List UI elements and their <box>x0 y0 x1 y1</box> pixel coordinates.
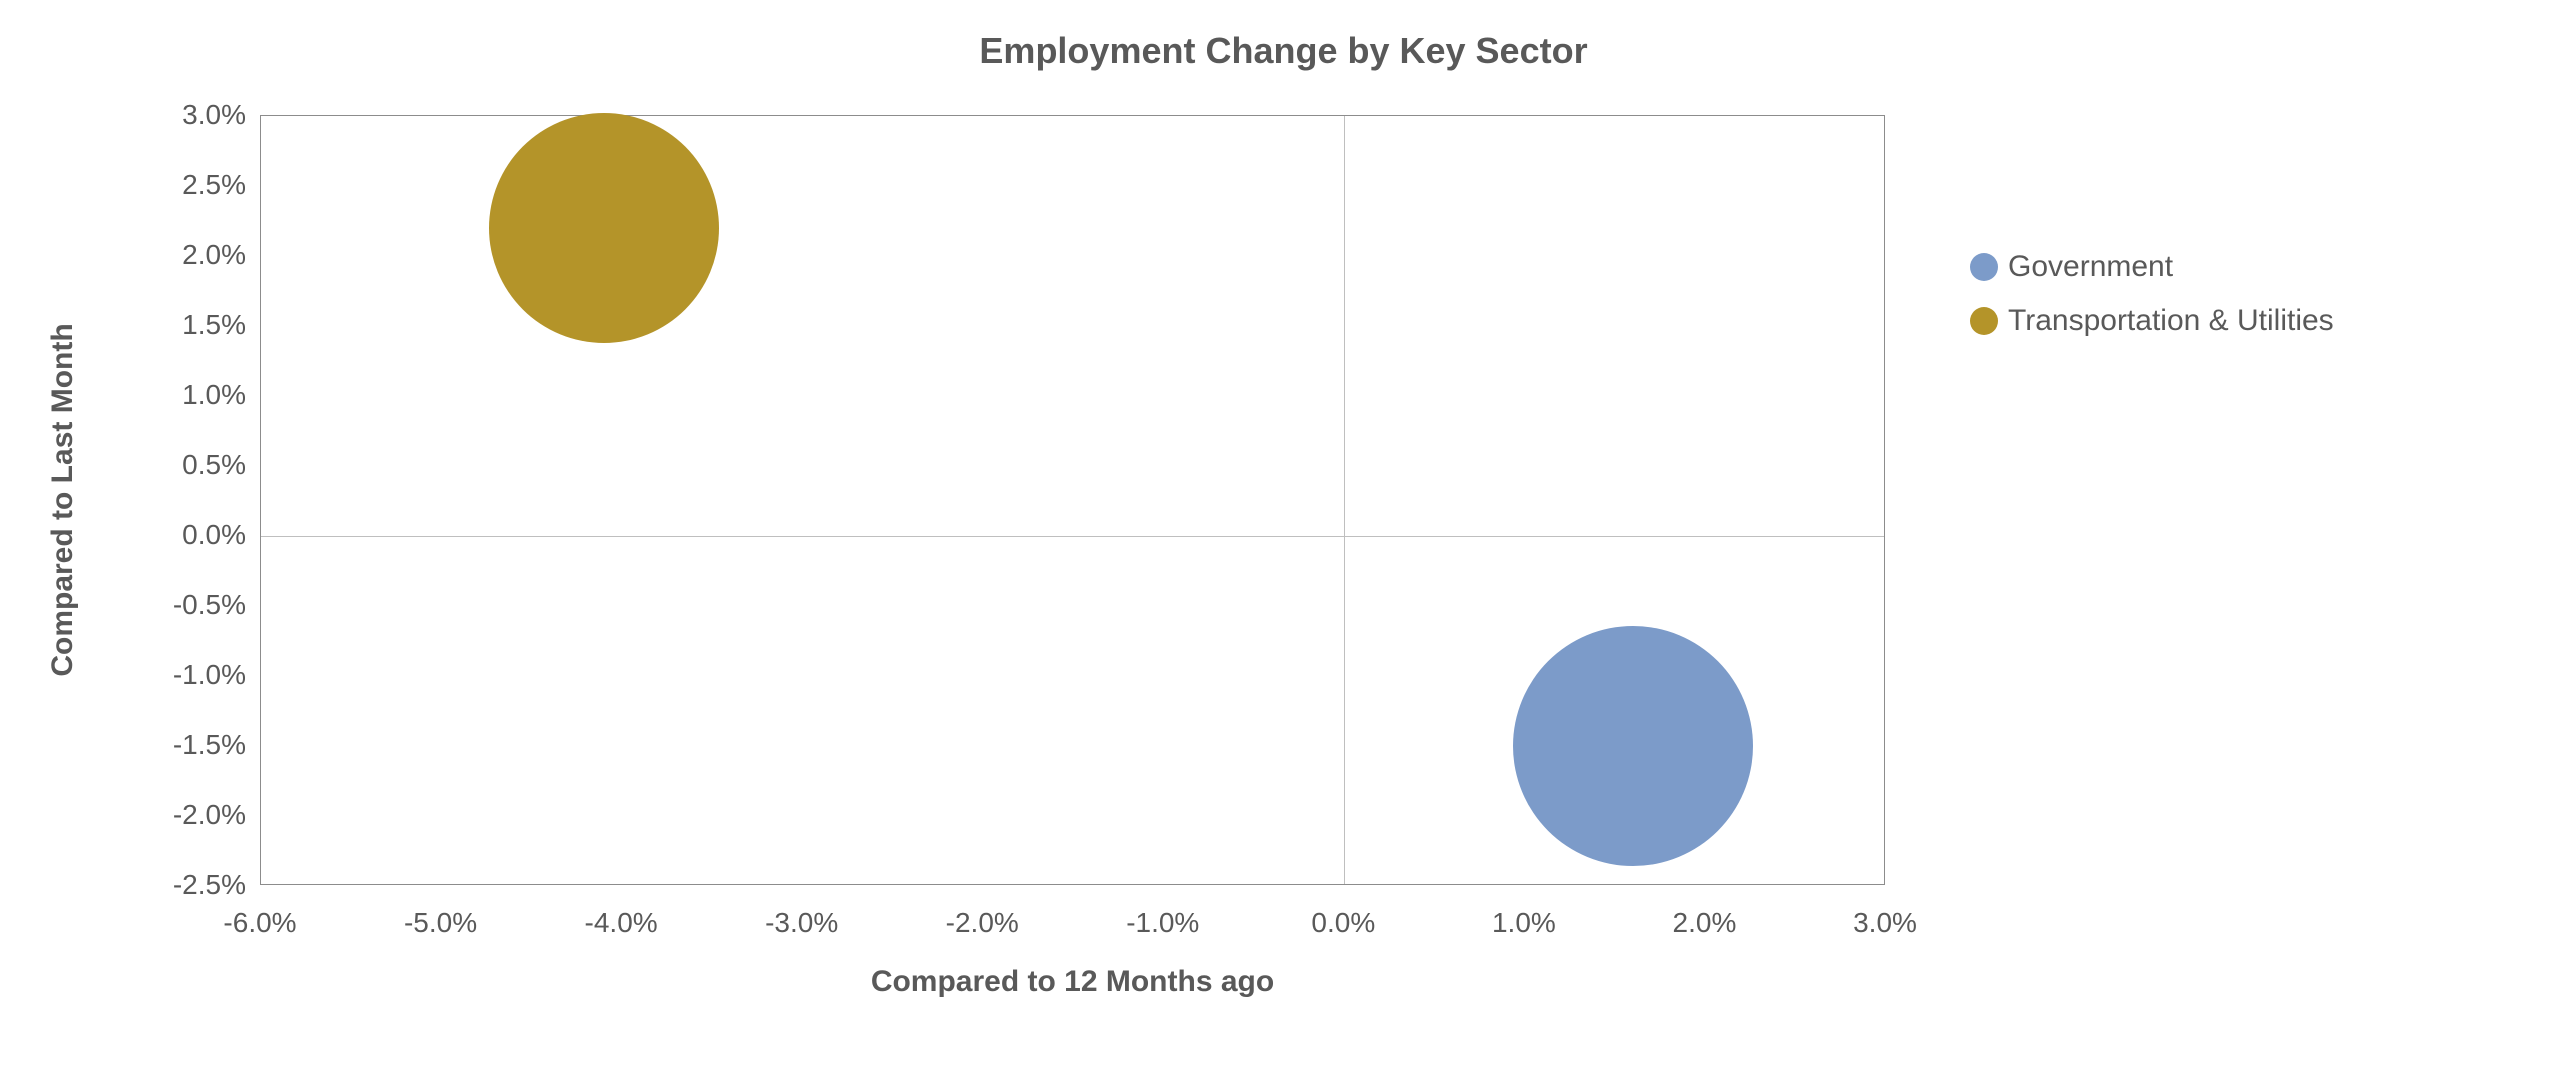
x-tick-label: 2.0% <box>1673 907 1737 939</box>
x-tick-label: -3.0% <box>765 907 838 939</box>
legend: Government Transportation & Utilities <box>1970 250 2334 358</box>
legend-label: Government <box>2008 250 2173 284</box>
y-tick-label: -0.5% <box>173 589 246 621</box>
y-axis-title: Compared to Last Month <box>46 323 80 676</box>
y-tick-label: -2.0% <box>173 799 246 831</box>
bubble-transportation-utilities <box>489 113 719 343</box>
x-tick-label: -5.0% <box>404 907 477 939</box>
x-tick-label: -4.0% <box>585 907 658 939</box>
y-tick-label: 2.0% <box>182 239 246 271</box>
y-tick-label: -2.5% <box>173 869 246 901</box>
y-tick-label: -1.5% <box>173 729 246 761</box>
chart-title: Employment Change by Key Sector <box>0 30 2567 72</box>
y-tick-label: 3.0% <box>182 99 246 131</box>
x-zero-line <box>1344 116 1345 884</box>
legend-swatch <box>1970 253 1998 281</box>
y-tick-label: 1.0% <box>182 379 246 411</box>
x-tick-label: -1.0% <box>1126 907 1199 939</box>
y-tick-label: -1.0% <box>173 659 246 691</box>
legend-item: Transportation & Utilities <box>1970 304 2334 338</box>
y-tick-label: 2.5% <box>182 169 246 201</box>
page-root: Employment Change by Key Sector -6.0% -5.0… <box>0 0 2567 1084</box>
x-tick-label: 3.0% <box>1853 907 1917 939</box>
x-axis-title: Compared to 12 Months ago <box>260 965 1885 999</box>
x-tick-label: 0.0% <box>1311 907 1375 939</box>
legend-label: Transportation & Utilities <box>2008 304 2334 338</box>
plot-area <box>260 115 1885 885</box>
x-tick-label: 1.0% <box>1492 907 1556 939</box>
y-tick-label: 1.5% <box>182 309 246 341</box>
legend-swatch <box>1970 307 1998 335</box>
x-tick-label: -2.0% <box>946 907 1019 939</box>
bubble-government <box>1513 626 1753 866</box>
y-zero-line <box>261 536 1884 537</box>
x-tick-label: -6.0% <box>223 907 296 939</box>
y-tick-label: 0.0% <box>182 519 246 551</box>
y-tick-label: 0.5% <box>182 449 246 481</box>
legend-item: Government <box>1970 250 2334 284</box>
